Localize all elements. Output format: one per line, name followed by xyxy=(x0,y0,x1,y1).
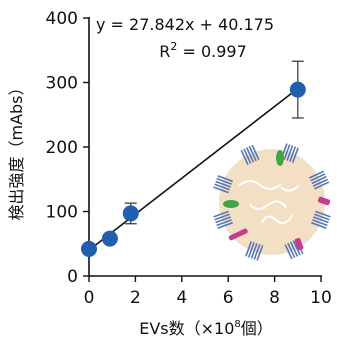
x-axis-title: EVs数（×108個） xyxy=(139,319,273,338)
data-point xyxy=(122,205,139,222)
receptor-strand xyxy=(283,144,291,160)
receptor-strand xyxy=(213,186,229,194)
receptor-protein xyxy=(311,210,331,229)
receptor-strand xyxy=(311,221,327,229)
receptor-strand xyxy=(213,210,229,218)
receptor-strand xyxy=(251,144,260,160)
receptor-protein xyxy=(245,241,264,261)
x-tick-label: 4 xyxy=(176,288,187,308)
fit-line xyxy=(88,87,299,251)
r2-suffix: = 0.997 xyxy=(177,42,246,61)
vesicle-strand xyxy=(261,215,293,225)
magenta-protein xyxy=(317,196,331,206)
receptor-strand xyxy=(215,216,231,224)
receptor-strand xyxy=(286,145,294,161)
receptor-strand xyxy=(313,216,329,224)
green-protein xyxy=(223,200,239,208)
receptor-protein xyxy=(280,143,299,163)
magenta-protein xyxy=(228,228,248,241)
x-axis-title-main: EVs数（×10 xyxy=(139,319,234,338)
receptor-strand xyxy=(256,245,264,261)
r2-prefix: R xyxy=(159,42,170,61)
receptor-strand xyxy=(215,180,231,188)
receptor-strand xyxy=(216,177,232,185)
y-tick-label: 100 xyxy=(46,203,78,223)
x-tick-label: 2 xyxy=(130,288,141,308)
receptor-strand xyxy=(287,242,296,258)
receptor-protein xyxy=(213,210,233,229)
receptor-protein xyxy=(309,170,330,190)
fit-r-squared: R2 = 0.997 xyxy=(159,40,247,61)
receptor-strand xyxy=(314,213,330,221)
receptor-strand xyxy=(250,243,258,259)
data-point xyxy=(81,240,97,257)
green-protein xyxy=(276,150,284,166)
receptor-strand xyxy=(240,149,249,165)
vesicle-strand xyxy=(281,185,299,192)
receptor-strand xyxy=(309,170,325,179)
receptor-strand xyxy=(217,175,233,183)
r2-superscript: 2 xyxy=(170,40,177,53)
receptor-strand xyxy=(284,244,293,260)
receptor-strand xyxy=(310,173,326,182)
receptor-strand xyxy=(214,213,230,221)
y-ticks: 0 100 200 300 400 xyxy=(46,9,89,287)
receptor-strand xyxy=(314,181,330,190)
receptor-strand xyxy=(289,146,297,162)
receptor-strand xyxy=(291,147,299,163)
x-tick-label: 10 xyxy=(310,288,332,308)
x-tick-label: 6 xyxy=(223,288,234,308)
vesicle-strand xyxy=(239,180,281,190)
y-tick-label: 200 xyxy=(46,138,78,158)
vesicle-strand xyxy=(249,200,287,210)
x-tick-label: 8 xyxy=(269,288,280,308)
receptor-strand xyxy=(214,183,230,191)
receptor-strand xyxy=(245,241,253,257)
receptor-strand xyxy=(245,147,255,163)
receptor-strand xyxy=(292,240,301,256)
magenta-protein xyxy=(294,237,304,251)
receptor-strand xyxy=(243,148,252,164)
receptor-strand xyxy=(312,178,328,187)
receptor-strand xyxy=(315,210,331,218)
receptor-strand xyxy=(217,221,233,229)
x-ticks: 0 2 4 6 8 10 xyxy=(84,276,332,308)
data-point xyxy=(289,81,306,98)
fit-equation: y = 27.842x + 40.175 xyxy=(96,15,274,34)
receptor-protein xyxy=(240,144,260,165)
x-axis-title-superscript: 8 xyxy=(234,319,240,330)
receptor-strand xyxy=(247,242,255,258)
data-points xyxy=(81,81,306,257)
receptor-strand xyxy=(289,241,299,257)
receptor-strand xyxy=(253,244,261,260)
data-point xyxy=(101,230,118,247)
receptor-protein xyxy=(213,175,233,194)
receptor-strand xyxy=(248,146,257,162)
receptor-strand xyxy=(311,175,327,185)
extracellular-vesicle-illustration xyxy=(213,143,331,261)
y-tick-label: 0 xyxy=(67,267,78,287)
y-tick-label: 400 xyxy=(46,9,78,29)
receptor-strand xyxy=(216,219,232,227)
x-tick-label: 0 xyxy=(84,288,95,308)
x-axis-title-tail: 個） xyxy=(241,319,273,338)
y-axis-title: 検出強度（mAbs） xyxy=(7,79,26,220)
y-tick-label: 300 xyxy=(46,74,78,94)
receptor-strand xyxy=(312,219,328,227)
